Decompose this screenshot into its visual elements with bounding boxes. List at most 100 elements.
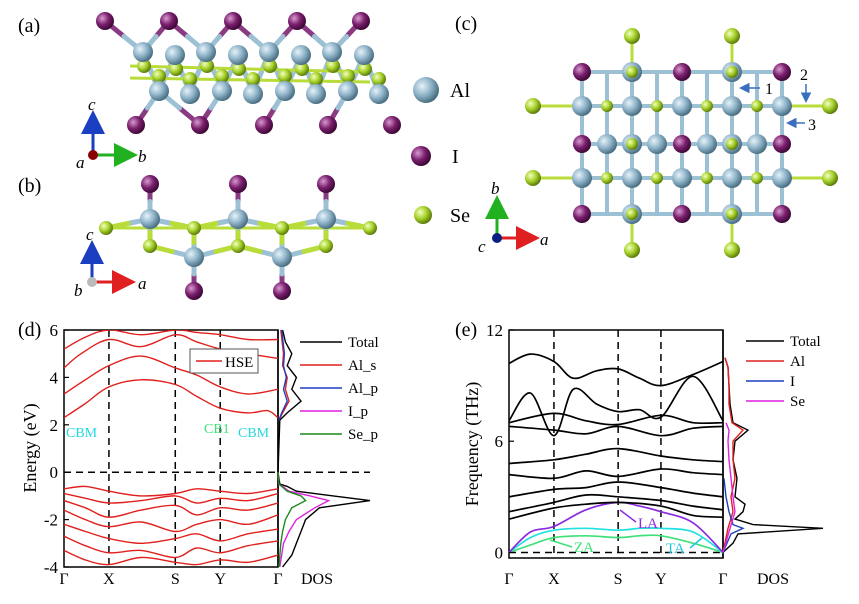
- phonon-branch: [508, 412, 724, 426]
- kpath-label: S: [614, 571, 623, 588]
- al-atom: [184, 247, 204, 267]
- al-atom: [212, 81, 232, 101]
- al-atom: [275, 81, 295, 101]
- al-atom: [572, 168, 592, 188]
- se-atom: [624, 242, 640, 258]
- i-atom: [273, 282, 291, 300]
- se-atom: [363, 221, 377, 235]
- bond-label-1: 1: [765, 81, 773, 98]
- cbm-label-left: CBM: [66, 426, 98, 441]
- al-atom: [338, 81, 358, 101]
- al-atom: [306, 84, 326, 104]
- branch-ta: [508, 527, 724, 554]
- al-atom: [243, 84, 263, 104]
- axis-origin-dot: [88, 150, 98, 160]
- al-atom: [722, 168, 742, 188]
- dos-legend-label: Al_s: [348, 358, 377, 374]
- al-atom: [228, 209, 248, 229]
- legend-i-label: I: [452, 146, 459, 168]
- axis-label-origin: c: [478, 237, 486, 256]
- i-atom: [352, 12, 370, 30]
- axis-label-origin: a: [76, 153, 85, 172]
- al-atom: [354, 45, 374, 65]
- phonon-plot-frame: [508, 329, 724, 559]
- cb1-label: CB1: [204, 422, 230, 437]
- za-label: ZA: [574, 540, 594, 556]
- se-atom: [724, 28, 740, 44]
- axes-glyph-c: b c a: [478, 179, 549, 256]
- se-atom: [726, 66, 738, 78]
- se-atom: [358, 62, 372, 76]
- se-atom: [701, 172, 713, 184]
- se-atom: [341, 69, 355, 83]
- al-atom: [697, 134, 717, 154]
- phonon-ylabel: Frequency (THz): [462, 382, 483, 506]
- al-atom: [140, 209, 160, 229]
- legend-i-sphere: [411, 146, 431, 166]
- i-atom: [160, 12, 178, 30]
- i-atom: [573, 63, 591, 81]
- se-atom: [152, 69, 166, 83]
- ytick-label: 6: [495, 432, 504, 451]
- se-atom: [187, 221, 201, 235]
- kpath-label: Γ: [59, 571, 68, 588]
- se-atom: [651, 100, 663, 112]
- ytick-label: 6: [50, 321, 59, 340]
- se-atom: [319, 239, 333, 253]
- dos-curve-se: [722, 422, 736, 553]
- dos-curve-al_s: [278, 329, 290, 421]
- phonon-branch: [508, 468, 724, 480]
- i-atom: [773, 63, 791, 81]
- i-atom: [317, 175, 335, 193]
- se-atom: [372, 72, 386, 86]
- se-atom: [601, 100, 613, 112]
- hse-legend: HSE: [189, 348, 259, 374]
- ytick-label: 12: [486, 321, 503, 340]
- phonon-branch: [508, 425, 724, 437]
- se-atom: [525, 170, 541, 186]
- axis-label-up: c: [86, 225, 94, 244]
- se-atom: [246, 72, 260, 86]
- dos-legend-label: Al_p: [348, 381, 378, 397]
- al-atom: [180, 84, 200, 104]
- al-atom: [597, 134, 617, 154]
- i-atom: [255, 116, 273, 134]
- ytick-label: 0: [50, 463, 59, 482]
- se-atom: [626, 208, 638, 220]
- dos-legend-label: I: [790, 374, 795, 390]
- al-atom: [772, 96, 792, 116]
- dos-legend-label: Total: [790, 334, 821, 350]
- dos-curve-total: [722, 357, 824, 553]
- al-atom: [622, 168, 642, 188]
- i-atom: [573, 205, 591, 223]
- se-atom: [751, 172, 763, 184]
- al-atom: [772, 168, 792, 188]
- i-atom: [96, 12, 114, 30]
- se-atom: [822, 98, 838, 114]
- bond-label-3: 3: [808, 117, 816, 134]
- se-atom: [99, 221, 113, 235]
- panel-label-a: (a): [18, 15, 40, 37]
- axis-label-right: a: [540, 230, 549, 249]
- kpath-label: X: [103, 571, 115, 588]
- kpath-label: Γ: [504, 571, 513, 588]
- se-atom: [295, 62, 309, 76]
- kpath-label: Γ: [718, 571, 727, 588]
- dos-curve-se_p: [277, 472, 307, 568]
- dos-legend-label: I_p: [348, 404, 368, 420]
- al-atom: [647, 134, 667, 154]
- al-atom: [291, 45, 311, 65]
- se-atom: [137, 59, 151, 73]
- phonon-branch: [508, 447, 724, 465]
- al-atom: [369, 84, 389, 104]
- i-atom: [127, 116, 145, 134]
- legend-al-sphere: [413, 77, 439, 103]
- i-atom: [191, 116, 209, 134]
- panel-label-d: (d): [18, 319, 41, 341]
- dos-legend-label: Total: [348, 335, 379, 351]
- al-atom: [672, 96, 692, 116]
- axis-origin-dot: [492, 233, 502, 243]
- i-atom: [319, 116, 337, 134]
- phonon-dos-xlabel: DOS: [757, 571, 789, 588]
